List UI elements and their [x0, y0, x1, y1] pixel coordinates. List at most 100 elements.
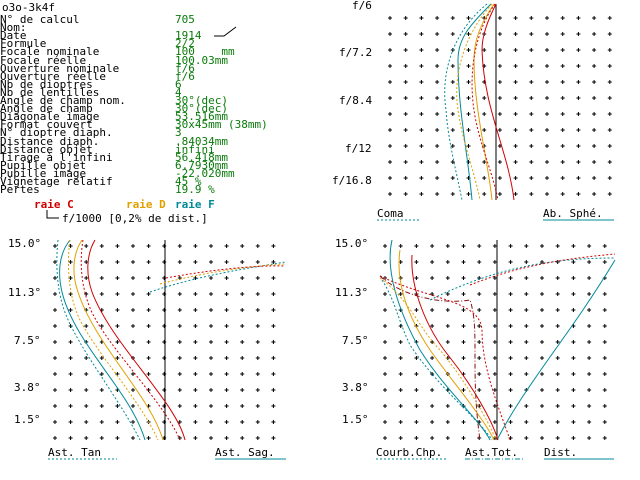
curv-grid-mark: [571, 308, 576, 312]
curv-grid-mark: [571, 356, 576, 360]
coma-grid-mark: [560, 176, 565, 180]
curv-grid-mark: [524, 436, 529, 440]
coma-grid-mark: [529, 16, 534, 20]
ast-grid-mark: [271, 436, 276, 440]
sag-curve-c: [80, 239, 181, 441]
param-value: 705: [175, 13, 195, 26]
ast-grid-mark: [68, 340, 73, 344]
coma-grid-mark: [545, 128, 549, 132]
curv-grid-mark: [414, 420, 419, 424]
curv-grid-mark: [430, 356, 435, 360]
curv-grid-mark: [398, 292, 403, 296]
curv-grid-mark: [587, 340, 592, 344]
ast-grid-mark: [99, 276, 104, 280]
param-value: 6.7930mm: [175, 158, 228, 172]
coma-grid-mark: [403, 176, 408, 180]
curv-grid-mark: [383, 260, 387, 264]
ast-grid-mark: [146, 292, 151, 296]
param-value: 100 mm: [175, 45, 235, 59]
ast-grid-mark: [255, 372, 260, 376]
ast-grid-mark: [131, 244, 135, 248]
ast-grid-mark: [99, 404, 104, 408]
coma-grid-mark: [529, 80, 534, 84]
param-value: infini: [175, 142, 215, 156]
ast-grid-mark: [146, 356, 151, 360]
curv-grid-mark: [383, 324, 387, 328]
curv-grid-mark: [398, 404, 403, 408]
coma-grid-mark: [513, 112, 518, 116]
coma-grid-mark: [545, 176, 549, 180]
coma-grid-mark: [607, 160, 612, 164]
sphe-curve-c: [481, 3, 515, 201]
sphe-curve-d: [473, 3, 495, 201]
ast-grid-mark: [146, 372, 151, 376]
coma-grid-mark: [529, 48, 534, 52]
ast-grid-mark: [53, 356, 57, 360]
curv-grid-mark: [445, 260, 450, 264]
param-value: 56.418mm: [175, 150, 228, 164]
ast-grid-mark: [209, 388, 213, 392]
curv-grid-mark: [508, 324, 513, 328]
param-label: Vignetage relatif: [0, 175, 113, 188]
ast-grid-mark: [68, 388, 73, 392]
coma-grid-mark: [497, 128, 502, 132]
coma-grid-mark: [450, 64, 455, 68]
curv-grid-mark: [383, 436, 387, 440]
tan-fan-d: [159, 263, 286, 285]
ast-grid-mark: [68, 260, 73, 264]
coma-curve-c: [471, 3, 499, 201]
coma-grid-mark: [607, 176, 612, 180]
coma-grid-mark: [497, 160, 502, 164]
ast-grid-mark: [131, 292, 135, 296]
curv-grid-mark: [398, 388, 403, 392]
coma-grid-mark: [450, 32, 455, 36]
coma-grid-mark: [560, 192, 565, 196]
curv-grid-mark: [508, 372, 513, 376]
legend-raie-d: raie D: [126, 198, 166, 211]
curv-grid-mark: [445, 324, 450, 328]
curv-grid-mark: [587, 356, 592, 360]
coma-grid-mark: [576, 160, 581, 164]
ast-grid-mark: [53, 388, 57, 392]
coma-grid-mark: [435, 96, 440, 100]
coma-grid-mark: [388, 32, 392, 36]
curv-curve-d: [398, 249, 495, 441]
param-label: Focale réelle: [0, 53, 87, 67]
curv-grid-mark: [555, 244, 560, 248]
coma-grid-mark: [513, 128, 518, 132]
curv-fan-f: [429, 257, 616, 301]
ast-grid-mark: [131, 324, 135, 328]
coma-grid-mark: [403, 160, 408, 164]
ast-grid-mark: [271, 404, 276, 408]
ast-grid-mark: [115, 420, 120, 424]
scale-note: f/1000 [0,2% de dist.]: [62, 212, 208, 225]
ast-grid-mark: [240, 420, 245, 424]
ast-grid-mark: [240, 260, 245, 264]
coma-grid-mark: [576, 16, 581, 20]
ast-grid-mark: [53, 260, 57, 264]
curv-grid-mark: [430, 292, 435, 296]
ast-grid-mark: [224, 260, 229, 264]
coma-grid-mark: [419, 176, 424, 180]
curv-grid-mark: [414, 244, 419, 248]
curv-grid-mark: [461, 420, 466, 424]
coma-grid-mark: [388, 64, 392, 68]
ast-grid-mark: [224, 324, 229, 328]
ast-grid-mark: [162, 324, 167, 328]
param-label: Pupille objet: [0, 158, 87, 172]
coma-grid-mark: [450, 144, 455, 148]
curv-grid-mark: [508, 388, 513, 392]
coma-grid-mark: [435, 16, 440, 20]
ast-grid-mark: [99, 436, 104, 440]
ast-grid-mark: [84, 292, 89, 296]
coma-grid-mark: [529, 160, 534, 164]
coma-grid-mark: [466, 144, 471, 148]
ast-grid-mark: [53, 404, 57, 408]
curv-grid-mark: [571, 292, 576, 296]
ast-grid-mark: [255, 276, 260, 280]
coma-grid-mark: [482, 128, 487, 132]
curv-grid-mark: [540, 340, 544, 344]
coma-grid-mark: [388, 16, 392, 20]
field-tick-l-1: 11.3°: [8, 286, 42, 299]
dist-curve: [496, 259, 616, 441]
